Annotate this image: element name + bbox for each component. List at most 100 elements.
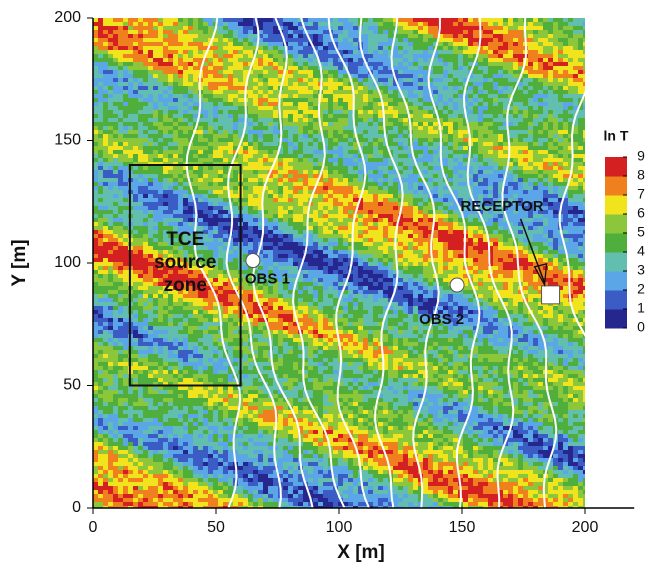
field-cell [133, 46, 139, 51]
field-cell [303, 38, 309, 43]
field-cell [538, 50, 544, 55]
field-cell [153, 146, 159, 151]
field-cell [363, 94, 369, 99]
field-cell [213, 206, 219, 211]
field-cell [558, 126, 564, 131]
field-cell [433, 126, 439, 131]
field-cell [518, 170, 524, 175]
field-cell [573, 202, 579, 207]
field-cell [398, 26, 404, 31]
field-cell [553, 210, 559, 215]
field-cell [228, 186, 234, 191]
field-cell [213, 42, 219, 47]
field-cell [98, 186, 104, 191]
field-cell [288, 154, 294, 159]
field-cell [518, 138, 524, 143]
field-cell [188, 46, 194, 51]
field-cell [303, 50, 309, 55]
field-cell [213, 50, 219, 55]
field-cell [368, 18, 374, 23]
field-cell [433, 190, 439, 195]
field-cell [93, 34, 99, 39]
field-cell [378, 46, 384, 51]
field-cell [148, 82, 154, 87]
field-cell [368, 90, 374, 95]
field-cell [548, 170, 554, 175]
field-cell [103, 122, 109, 127]
field-cell [278, 94, 284, 99]
field-cell [193, 58, 199, 63]
field-cell [233, 174, 239, 179]
field-cell [103, 106, 109, 111]
field-cell [298, 106, 304, 111]
field-cell [328, 138, 334, 143]
field-cell [178, 98, 184, 103]
field-cell [428, 50, 434, 55]
field-cell [483, 186, 489, 191]
field-cell [298, 78, 304, 83]
field-cell [123, 22, 129, 27]
field-cell [138, 102, 144, 107]
field-cell [363, 82, 369, 87]
field-cell [318, 30, 324, 35]
field-cell [293, 78, 299, 83]
field-cell [313, 102, 319, 107]
field-cell [438, 114, 444, 119]
field-cell [333, 182, 339, 187]
field-cell [523, 138, 529, 143]
field-cell [133, 170, 139, 175]
field-cell [203, 166, 209, 171]
field-cell [523, 90, 529, 95]
field-cell [263, 166, 269, 171]
field-cell [93, 46, 99, 51]
field-cell [133, 214, 139, 219]
field-cell [418, 46, 424, 51]
field-cell [343, 122, 349, 127]
field-cell [563, 134, 569, 139]
field-cell [103, 206, 109, 211]
field-cell [448, 138, 454, 143]
field-cell [113, 206, 119, 211]
field-cell [338, 142, 344, 147]
field-cell [408, 30, 414, 35]
field-cell [418, 146, 424, 151]
field-cell [488, 206, 494, 211]
field-cell [478, 182, 484, 187]
field-cell [343, 186, 349, 191]
field-cell [548, 190, 554, 195]
field-cell [153, 34, 159, 39]
field-cell [383, 158, 389, 163]
field-cell [558, 130, 564, 135]
field-cell [303, 126, 309, 131]
field-cell [223, 142, 229, 147]
field-cell [498, 170, 504, 175]
field-cell [138, 106, 144, 111]
field-cell [288, 134, 294, 139]
field-cell [148, 154, 154, 159]
field-cell [103, 166, 109, 171]
field-cell [148, 142, 154, 147]
field-cell [393, 126, 399, 131]
field-cell [98, 202, 104, 207]
field-cell [228, 146, 234, 151]
field-cell [188, 50, 194, 55]
field-cell [223, 122, 229, 127]
field-cell [393, 122, 399, 127]
field-cell [463, 150, 469, 155]
field-cell [243, 170, 249, 175]
field-cell [313, 174, 319, 179]
field-cell [213, 114, 219, 119]
field-cell [458, 110, 464, 115]
field-cell [153, 150, 159, 155]
field-cell [148, 66, 154, 71]
field-cell [248, 166, 254, 171]
field-cell [428, 118, 434, 123]
field-cell [253, 190, 259, 195]
field-cell [163, 62, 169, 67]
field-cell [563, 50, 569, 55]
field-cell [443, 86, 449, 91]
field-cell [528, 26, 534, 31]
field-cell [518, 90, 524, 95]
field-cell [253, 178, 259, 183]
field-cell [468, 178, 474, 183]
